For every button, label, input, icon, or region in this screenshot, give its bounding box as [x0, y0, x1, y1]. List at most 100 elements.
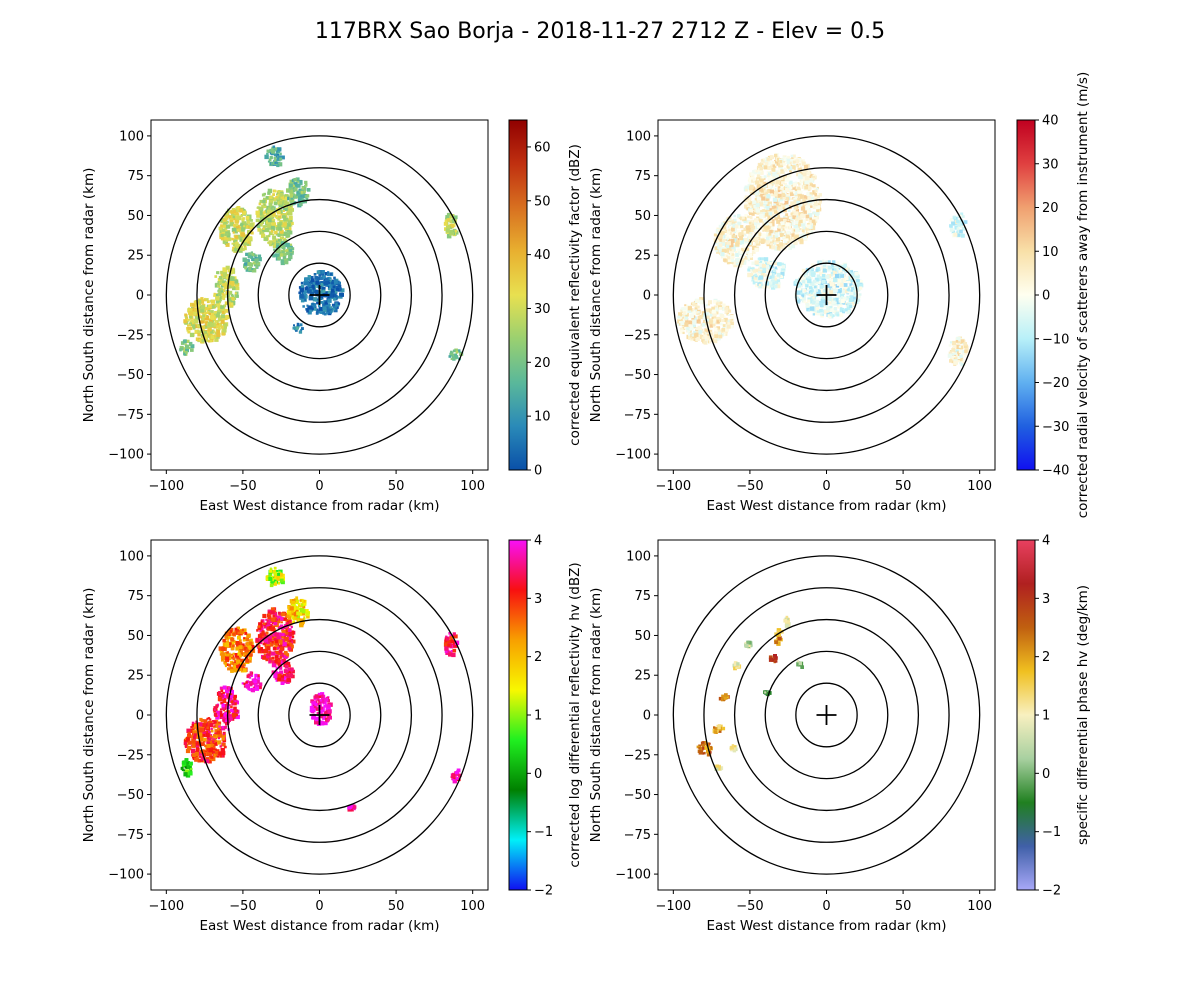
panels: −100 −50 0 50 100−100−75−50−250255075100East… — [81, 72, 1091, 934]
echo-cell — [218, 206, 255, 253]
range-ring-100km — [672, 135, 981, 455]
range-ring-20km — [795, 262, 858, 328]
y-axis-label: North South distance from radar (km) — [588, 168, 604, 423]
echo-cell — [286, 596, 310, 628]
colorbar-label: corrected log differential reflectivity … — [567, 562, 583, 867]
range-ring-40km — [257, 650, 382, 780]
y-tick-label: 75 — [634, 589, 651, 604]
echo-cell — [265, 566, 285, 588]
echo-cell — [180, 758, 193, 778]
colorbar-tick-label: 4 — [1042, 534, 1050, 549]
y-tick-label: −50 — [117, 788, 144, 803]
echo-cell — [712, 724, 726, 734]
y-tick-label: −75 — [117, 408, 144, 423]
x-tick-label: −50 — [736, 899, 763, 914]
y-tick-label: 100 — [119, 549, 144, 564]
colorbar: −2 −1 0 1 2 3 4 specific differential phase hv … — [1016, 534, 1091, 899]
colorbar-tick-label: −10 — [1042, 332, 1069, 347]
colorbar-scale — [508, 539, 528, 891]
x-tick-label: 100 — [460, 899, 485, 914]
y-tick-label: −100 — [615, 448, 651, 463]
colorbar: −2 −1 0 1 2 3 4 corrected log differential refl… — [508, 534, 583, 899]
colorbar-tick-label: 3 — [1042, 592, 1050, 607]
x-axis-label: East West distance from radar (km) — [199, 498, 439, 514]
y-tick-label: −25 — [117, 748, 144, 763]
y-axis-label: North South distance from radar (km) — [81, 588, 97, 843]
y-tick-label: −25 — [624, 748, 651, 763]
radar-location-marker — [816, 705, 837, 725]
colorbar-label: corrected equivalent reflectivity factor… — [567, 144, 583, 446]
range-ring-40km — [764, 230, 889, 360]
colorbar-tick-label: −40 — [1042, 464, 1069, 479]
x-tick-label: −100 — [655, 899, 691, 914]
colorbar-tick-label: 0 — [1042, 767, 1050, 782]
colorbar-scale — [508, 119, 528, 471]
x-tick-label: 50 — [388, 899, 405, 914]
range-ring-80km — [196, 587, 443, 843]
echo-cell — [286, 177, 311, 208]
echo-cell — [949, 212, 968, 238]
colorbar-scale — [1016, 119, 1036, 471]
echo-cell — [255, 607, 296, 668]
colorbar-tick-label: 1 — [534, 709, 542, 724]
echo-cell — [183, 717, 227, 764]
colorbar-tick-label: 20 — [1042, 201, 1059, 216]
x-tick-label: 50 — [895, 899, 912, 914]
y-tick-label: 50 — [127, 209, 144, 224]
echo-cell — [677, 297, 735, 345]
echo-cell — [347, 804, 357, 812]
colorbar-tick-label: 2 — [534, 650, 542, 665]
range-ring-40km — [257, 230, 382, 360]
y-tick-label: 25 — [127, 249, 144, 264]
echo-cell — [744, 640, 753, 649]
x-tick-label: 50 — [388, 479, 405, 494]
x-tick-label: 100 — [460, 479, 485, 494]
colorbar-tick-label: 20 — [534, 356, 551, 371]
echo-cell — [218, 626, 256, 673]
plot-area — [672, 135, 981, 455]
range-ring-100km — [672, 555, 981, 875]
x-tick-label: 0 — [315, 479, 323, 494]
echo-cell — [292, 322, 304, 334]
y-tick-label: 25 — [634, 669, 651, 684]
radar-panel-top-left: −100 −50 0 50 100−100−75−50−250255075100East… — [81, 119, 583, 514]
range-ring-60km — [226, 198, 413, 392]
radar-panel-bottom-right: −100 −50 0 50 100 −100 −75 −50 −25 0 25 50 75 100 East… — [588, 534, 1091, 935]
x-tick-label: −100 — [655, 479, 691, 494]
colorbar-tick-label: 40 — [1042, 114, 1059, 129]
range-ring-60km — [733, 198, 920, 392]
echo-cell — [179, 339, 195, 356]
y-tick-label: −100 — [108, 868, 144, 883]
figure-title: 117BRX Sao Borja - 2018-11-27 2712 Z - E… — [315, 19, 885, 44]
x-tick-label: 0 — [315, 899, 323, 914]
colorbar-tick-label: −30 — [1042, 420, 1069, 435]
colorbar-tick-label: 1 — [1042, 709, 1050, 724]
range-ring-100km — [165, 135, 474, 455]
y-tick-label: −25 — [624, 328, 651, 343]
colorbar: −40 −30 −20 −10 0 10 20 30 40 corrected radial ve… — [1016, 72, 1091, 518]
colorbar-scale — [1016, 539, 1036, 891]
colorbar-tick-label: 0 — [1042, 289, 1050, 304]
colorbar-tick-label: 10 — [534, 410, 551, 425]
echo-cell — [947, 336, 970, 367]
plot-area — [672, 555, 981, 875]
echo-cell — [242, 251, 262, 273]
colorbar-tick-label: 50 — [534, 194, 551, 209]
y-tick-label: 50 — [127, 629, 144, 644]
echo-cell — [768, 654, 778, 664]
range-ring-100km — [165, 555, 474, 875]
radar-location-marker — [816, 285, 837, 305]
range-ring-60km — [733, 618, 920, 812]
colorbar-label: specific differential phase hv (deg/km) — [1075, 585, 1091, 845]
radar-location-marker — [309, 285, 330, 305]
y-tick-label: −50 — [624, 368, 651, 383]
x-axis-label: East West distance from radar (km) — [706, 498, 946, 514]
x-axis-label: East West distance from radar (km) — [706, 918, 946, 934]
y-tick-label: 0 — [643, 289, 651, 304]
y-tick-label: −100 — [615, 868, 651, 883]
y-tick-label: 25 — [634, 249, 651, 264]
colorbar-tick-label: 40 — [534, 248, 551, 263]
y-tick-label: −50 — [624, 788, 651, 803]
y-axis-label: North South distance from radar (km) — [588, 588, 604, 843]
colorbar-tick-label: 10 — [1042, 245, 1059, 260]
